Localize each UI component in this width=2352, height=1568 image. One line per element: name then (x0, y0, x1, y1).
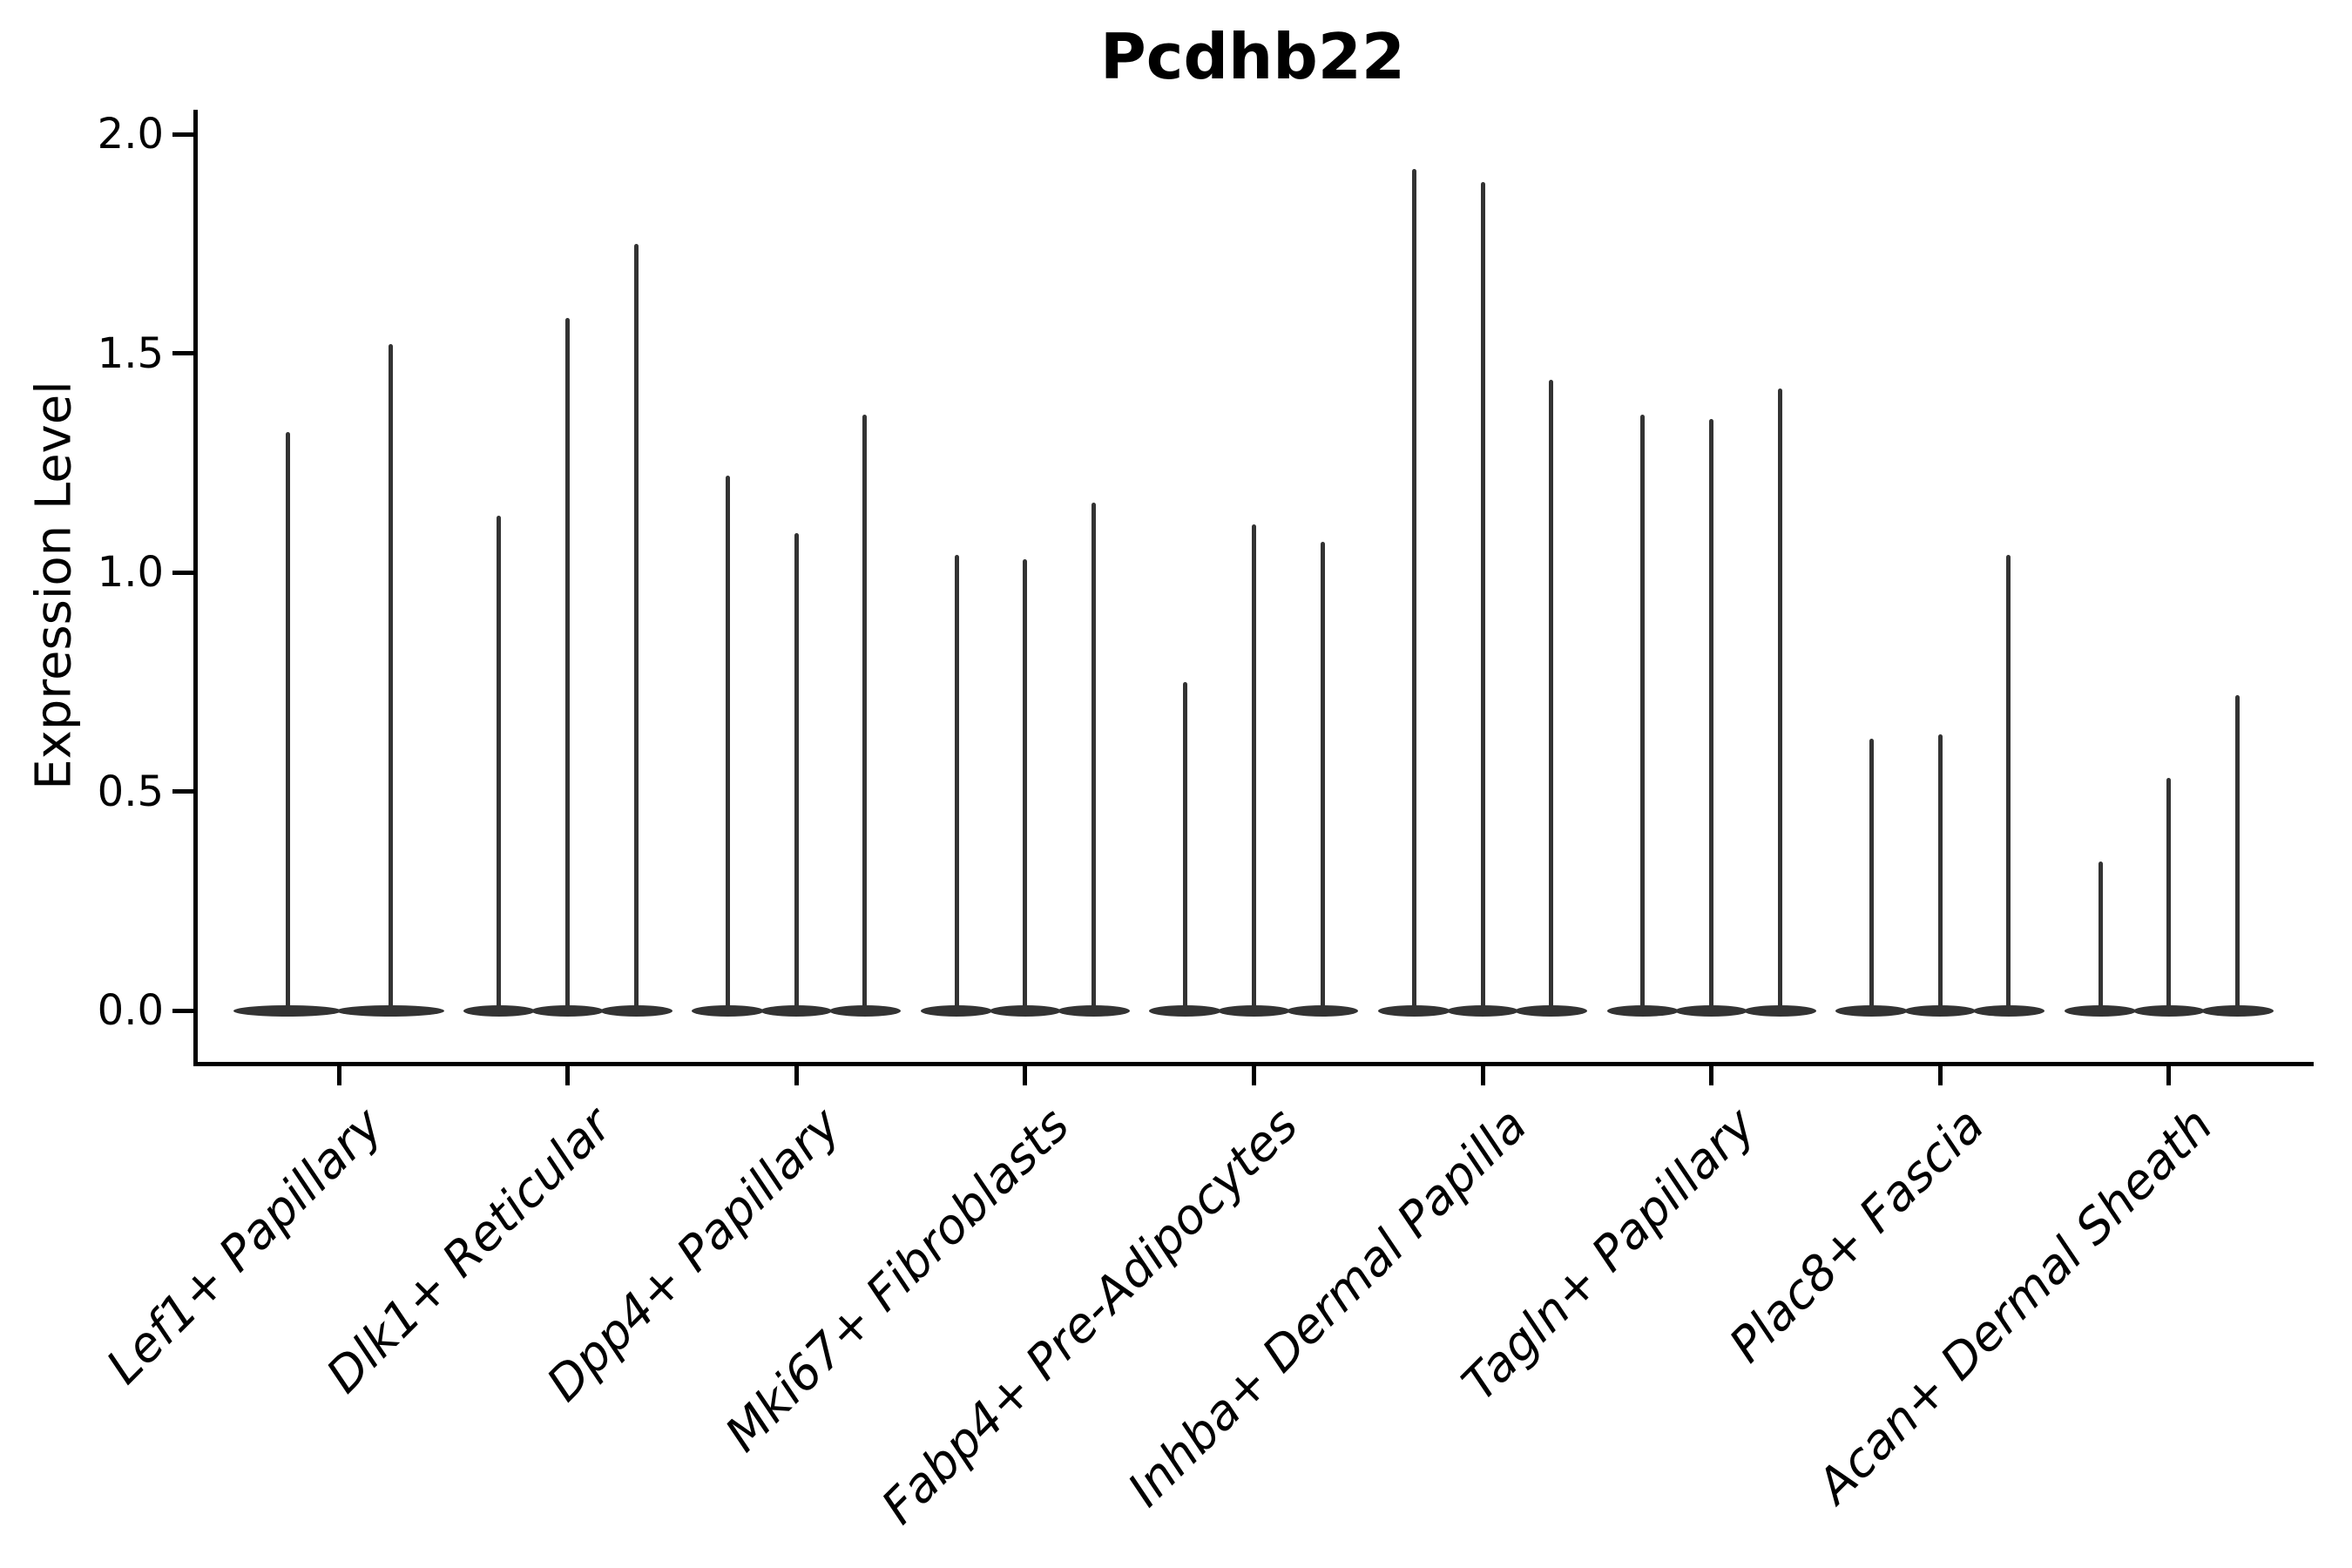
violin-body (1835, 1005, 1908, 1017)
violin-body (692, 1005, 764, 1017)
violin-tail (633, 243, 639, 1010)
violin-body (463, 1005, 536, 1017)
violin-tail (1023, 558, 1028, 1010)
violin-body (1446, 1005, 1519, 1017)
violin-body (599, 1005, 672, 1017)
violin-tail (1937, 734, 1943, 1010)
violin-tail (726, 476, 731, 1010)
violin-tail (2166, 778, 2172, 1010)
violin-tail (1869, 739, 1875, 1010)
violin-tail (1320, 541, 1325, 1010)
violin-tail (1640, 414, 1646, 1010)
violin-body (233, 1005, 341, 1017)
y-tick-mark (172, 789, 194, 794)
violin-tail (862, 414, 868, 1010)
violin-tail (1480, 182, 1485, 1010)
y-tick-label: 1.0 (97, 548, 164, 597)
violin-tail (565, 318, 571, 1010)
y-axis-label: Expression Level (25, 381, 83, 790)
violin-tail (1709, 418, 1714, 1010)
violin-tail (1777, 388, 1782, 1010)
y-tick-mark (172, 1008, 194, 1013)
violin-tail (1549, 379, 1554, 1010)
violin-body (531, 1005, 604, 1017)
violin-body (1149, 1005, 1222, 1017)
violin-body (828, 1005, 902, 1017)
x-axis-spine (193, 1062, 2314, 1066)
violin-body (1515, 1005, 1587, 1017)
x-category-label: Fabp4+ Pre-Adipocytes (870, 1097, 1308, 1535)
violin-body (1972, 1005, 2045, 1017)
x-tick-mark (565, 1066, 571, 1085)
violin-body (1286, 1005, 1359, 1017)
x-tick-mark (1709, 1066, 1714, 1085)
x-tick-mark (1937, 1066, 1943, 1085)
violin-body (920, 1005, 993, 1017)
violin-tail (388, 344, 393, 1010)
violin-body (989, 1005, 1062, 1017)
violin-tail (1411, 169, 1416, 1010)
y-tick-mark (172, 351, 194, 355)
violin-body (1218, 1005, 1290, 1017)
y-tick-label: 0.5 (97, 767, 164, 816)
violin-body (2132, 1005, 2206, 1017)
x-category-label: Acan+ Dermal Sheath (1806, 1097, 2224, 1514)
x-tick-mark (1023, 1066, 1028, 1085)
y-tick-label: 0.0 (97, 986, 164, 1035)
violin-tail (497, 515, 502, 1010)
violin-body (1606, 1005, 1680, 1017)
y-tick-mark (172, 570, 194, 575)
violin-tail (1251, 524, 1256, 1010)
x-category-label: Inhba+ Dermal Papilla (1116, 1097, 1538, 1517)
violin-body (2201, 1005, 2274, 1017)
x-tick-mark (1480, 1066, 1485, 1085)
violin-body (1903, 1005, 1977, 1017)
violin-body (2064, 1005, 2137, 1017)
violin-tail (2006, 554, 2011, 1010)
y-tick-mark (172, 132, 194, 137)
violin-tail (285, 432, 290, 1010)
violin-body (1743, 1005, 1816, 1017)
violin-body (760, 1005, 833, 1017)
chart-title: Pcdhb22 (1100, 20, 1405, 93)
violin-tail (2234, 694, 2240, 1010)
violin-tail (1091, 502, 1096, 1010)
violin-body (1675, 1005, 1747, 1017)
violin-tail (2098, 861, 2103, 1010)
x-tick-mark (794, 1066, 799, 1085)
y-tick-label: 1.5 (97, 328, 164, 378)
violin-tail (954, 554, 959, 1010)
violin-body (1378, 1005, 1450, 1017)
y-tick-label: 2.0 (97, 110, 164, 159)
violin-tail (1183, 681, 1188, 1010)
y-axis-spine (193, 110, 198, 1066)
violin-body (1058, 1005, 1130, 1017)
x-tick-mark (2166, 1066, 2172, 1085)
violin-tail (794, 532, 799, 1010)
x-tick-mark (336, 1066, 341, 1085)
violin-body (336, 1005, 444, 1017)
x-tick-mark (1251, 1066, 1256, 1085)
